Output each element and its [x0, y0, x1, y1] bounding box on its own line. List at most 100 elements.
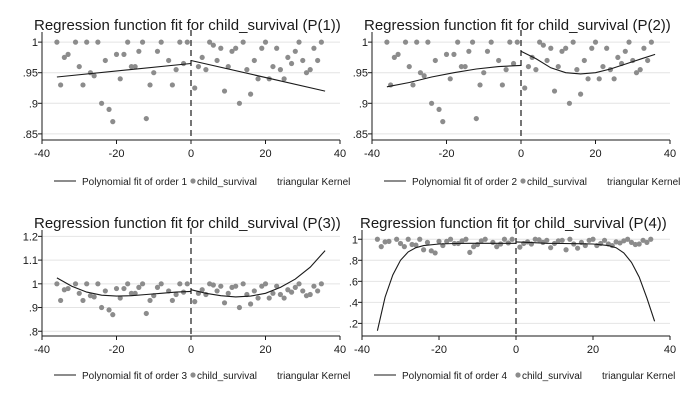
- data-point: [281, 76, 287, 82]
- data-point: [382, 239, 388, 245]
- data-point: [106, 106, 112, 113]
- data-point: [318, 281, 324, 287]
- data-point: [136, 48, 142, 54]
- chart-title: Regression function fit for child_surviv…: [360, 215, 667, 232]
- data-point: [151, 70, 157, 76]
- data-point: [615, 54, 621, 61]
- data-point: [285, 287, 291, 293]
- data-point: [391, 54, 397, 61]
- x-tick-label: -20: [109, 344, 125, 356]
- data-point: [481, 70, 487, 76]
- data-point: [563, 247, 569, 253]
- legend-fit-label: Polynomial fit of order 4: [402, 371, 507, 382]
- data-point: [517, 244, 523, 250]
- data-point: [136, 284, 142, 290]
- fit-line-right: [520, 50, 656, 75]
- data-point: [113, 285, 120, 292]
- data-point: [401, 244, 407, 250]
- data-point: [617, 240, 623, 246]
- data-point: [540, 42, 546, 48]
- legend-point-swatch: [515, 372, 521, 378]
- data-point: [409, 241, 415, 248]
- data-point: [236, 304, 243, 311]
- data-point: [113, 51, 120, 57]
- data-point: [640, 237, 646, 243]
- data-point: [432, 57, 438, 64]
- data-point: [625, 236, 631, 242]
- data-point: [622, 48, 628, 54]
- data-point: [386, 238, 392, 244]
- data-point: [458, 63, 464, 70]
- data-point: [429, 100, 435, 106]
- data-point: [397, 240, 404, 247]
- x-tick-label: 20: [259, 344, 271, 356]
- data-point: [424, 239, 431, 246]
- data-point: [128, 63, 134, 70]
- chart-title: Regression function fit for child_surviv…: [34, 17, 341, 34]
- data-point: [496, 57, 502, 64]
- data-point: [240, 39, 246, 45]
- data-point: [592, 39, 599, 45]
- data-point: [469, 39, 476, 45]
- data-point: [102, 288, 108, 294]
- data-point: [474, 241, 481, 248]
- data-point: [585, 76, 591, 82]
- legend-point-label: child_survival: [522, 371, 582, 382]
- data-point: [417, 70, 424, 76]
- y-tick-label: .8: [349, 255, 358, 267]
- data-point: [417, 236, 423, 242]
- data-point: [498, 241, 504, 247]
- legend-point-swatch: [190, 178, 196, 184]
- x-tick-label: -40: [364, 148, 380, 160]
- data-point: [514, 39, 520, 45]
- data-point: [544, 237, 550, 243]
- data-point: [240, 281, 246, 287]
- data-point: [251, 57, 257, 64]
- data-point: [575, 245, 581, 251]
- data-point: [132, 63, 138, 70]
- data-point: [406, 63, 412, 70]
- data-point: [555, 63, 561, 70]
- x-tick-label: 20: [589, 148, 601, 160]
- data-point: [225, 63, 231, 70]
- legend-kernel-label: triangular Kernel: [607, 177, 680, 188]
- data-point: [501, 236, 508, 242]
- data-point: [76, 63, 82, 70]
- data-point: [636, 241, 642, 247]
- data-point: [184, 281, 190, 287]
- data-point: [266, 295, 272, 301]
- data-point: [473, 115, 479, 122]
- data-point: [462, 63, 468, 70]
- data-point: [307, 67, 313, 73]
- data-point: [311, 283, 317, 289]
- y-tick-label: .9: [29, 98, 38, 110]
- data-point: [177, 39, 183, 45]
- x-tick-label: -20: [439, 148, 455, 160]
- data-point: [318, 39, 324, 45]
- data-point: [303, 70, 310, 76]
- data-point: [221, 88, 228, 94]
- data-point: [563, 45, 569, 51]
- y-tick-label: .2: [349, 318, 358, 330]
- data-point: [394, 236, 400, 242]
- data-point: [578, 91, 584, 97]
- legend-kernel-label: triangular Kernel: [277, 177, 350, 188]
- y-tick-label: .6: [349, 276, 358, 288]
- data-point: [405, 236, 411, 242]
- data-point: [166, 57, 172, 64]
- data-point: [72, 281, 79, 287]
- data-point: [307, 291, 313, 298]
- chart-panel-2: Regression function fit for child_surviv…: [353, 17, 680, 188]
- data-point: [259, 45, 265, 51]
- data-point: [525, 63, 532, 70]
- data-point: [600, 63, 606, 70]
- x-tick-label: -40: [34, 148, 50, 160]
- data-point: [451, 51, 457, 57]
- data-point: [54, 281, 60, 287]
- x-tick-label: 40: [334, 148, 346, 160]
- data-point: [644, 239, 650, 246]
- fit-line-left: [56, 62, 192, 78]
- data-point: [632, 241, 638, 248]
- data-point: [395, 51, 401, 57]
